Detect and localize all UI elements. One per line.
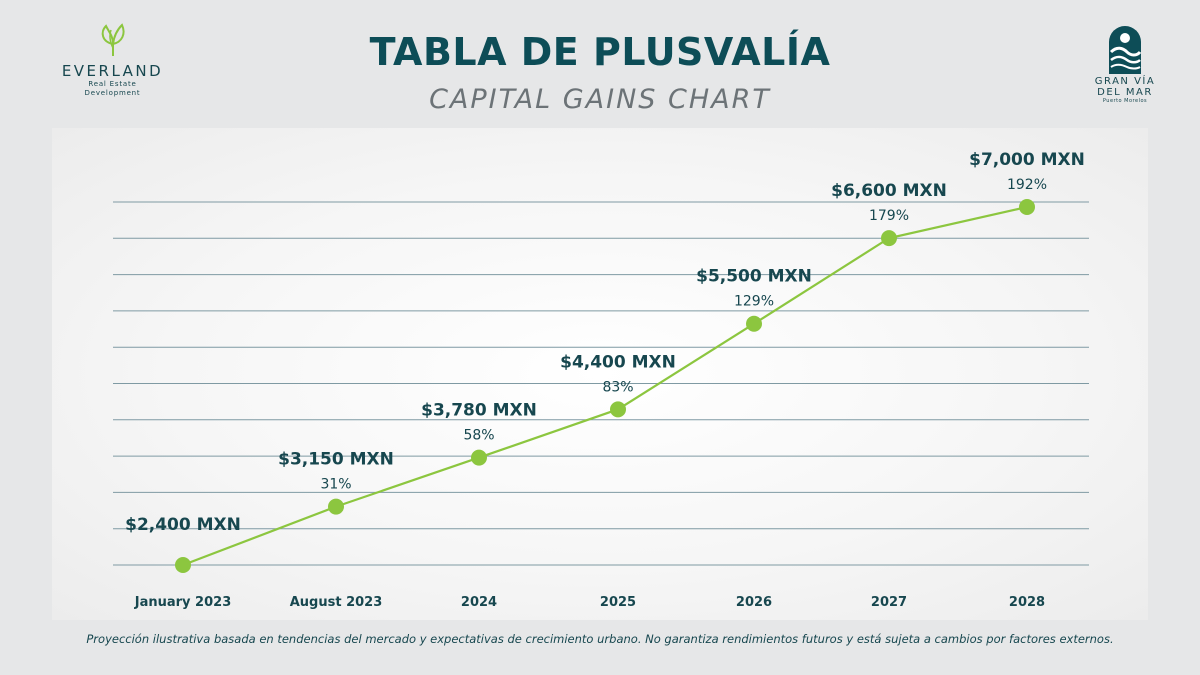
percent-label-1: 31% xyxy=(320,477,351,493)
data-point-6 xyxy=(1019,199,1035,215)
value-label-3: $4,400 MXN xyxy=(560,352,676,372)
value-label-5: $6,600 MXN xyxy=(831,181,947,201)
x-tick-label-2: 2024 xyxy=(461,595,497,610)
value-label-4: $5,500 MXN xyxy=(696,267,812,287)
page-subtitle: CAPITAL GAINS CHART xyxy=(429,84,771,115)
data-point-4 xyxy=(746,315,762,332)
x-tick-label-5: 2027 xyxy=(871,595,907,610)
data-point-0 xyxy=(175,557,191,573)
gran-via-logo: GRAN VÍA DEL MAR Puerto Morelos xyxy=(1075,22,1175,117)
percent-label-5: 179% xyxy=(869,208,909,224)
x-tick-label-0: January 2023 xyxy=(134,595,231,610)
value-label-0: $2,400 MXN xyxy=(125,515,241,535)
logo-right-line-2: DEL MAR xyxy=(1097,87,1153,98)
footnote: Proyección ilustrativa basada en tendenc… xyxy=(86,632,1114,646)
logo-brand-text: EVERLAND xyxy=(61,62,164,80)
x-tick-label-3: 2025 xyxy=(600,595,636,610)
percent-label-2: 58% xyxy=(463,428,494,444)
value-label-6: $7,000 MXN xyxy=(969,150,1085,170)
percent-label-3: 83% xyxy=(602,379,633,395)
x-tick-label-6: 2028 xyxy=(1009,595,1045,610)
chart-panel: $2,400 MXN January 2023 $3,150 MXN 31% Augus… xyxy=(52,128,1148,620)
page-title: TABLA DE PLUSVALÍA xyxy=(369,30,831,74)
x-tick-label-4: 2026 xyxy=(736,595,772,610)
data-point-2 xyxy=(471,449,487,466)
header: EVERLAND Real Estate Development TABLA D… xyxy=(0,0,1200,125)
value-label-1: $3,150 MXN xyxy=(278,450,394,470)
logo-right-line-1: GRAN VÍA xyxy=(1094,76,1156,87)
wave-emblem-icon xyxy=(1109,26,1142,74)
data-point-1 xyxy=(328,498,344,515)
everland-logo: EVERLAND Real Estate Development xyxy=(50,22,175,117)
logo-sub-line-1: Real Estate xyxy=(88,80,137,88)
logo-right-line-3: Puerto Morelos xyxy=(1102,98,1148,104)
data-point-3 xyxy=(610,401,626,418)
value-label-2: $3,780 MXN xyxy=(421,401,537,421)
capital-gains-chart: $2,400 MXN January 2023 $3,150 MXN 31% Augus… xyxy=(113,150,1089,610)
leaf-icon xyxy=(101,23,125,56)
data-point-5 xyxy=(881,230,897,247)
percent-label-4: 129% xyxy=(734,294,774,310)
logo-sub-line-2: Development xyxy=(84,89,141,97)
x-tick-label-1: August 2023 xyxy=(290,595,383,610)
percent-label-6: 192% xyxy=(1007,177,1047,193)
